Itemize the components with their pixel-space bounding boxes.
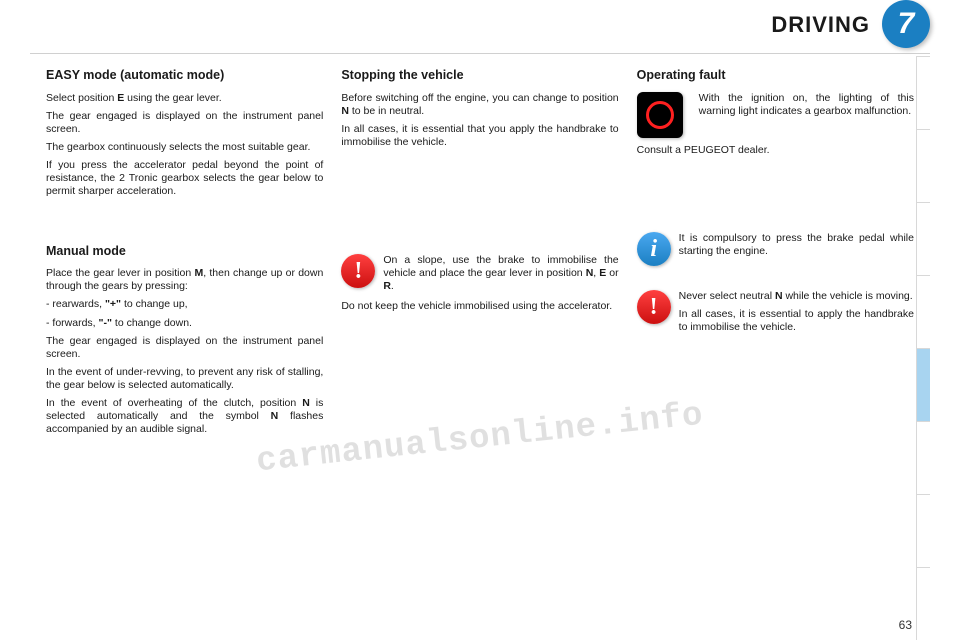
page-title: DRIVING [771, 12, 870, 38]
brake-info-row: i It is compulsory to press the brake pe… [637, 232, 914, 266]
manual-page: DRIVING 7 EASY mode (automatic mode) Sel… [30, 0, 930, 640]
stop-p1: Before switching off the engine, you can… [341, 92, 618, 118]
spacer [637, 162, 914, 232]
easy-p4: If you press the accelerator pedal beyon… [46, 159, 323, 198]
txt-bold: R [383, 280, 391, 292]
txt: or [606, 267, 618, 279]
chapter-badge: 7 [882, 0, 930, 48]
manual-p2: The gear engaged is displayed on the ins… [46, 335, 323, 361]
content-columns: EASY mode (automatic mode) Select positi… [30, 54, 930, 442]
manual-p4: In the event of overheating of the clutc… [46, 397, 323, 436]
txt: . [391, 280, 394, 292]
txt: Select position [46, 92, 117, 104]
manual-p3: In the event of under-revving, to preven… [46, 366, 323, 392]
exclamation-glyph: ! [354, 256, 362, 286]
exclamation-glyph: ! [650, 292, 658, 322]
column-middle: Stopping the vehicle Before switching of… [341, 68, 618, 442]
slope-p2: Do not keep the vehicle immobilised usin… [341, 300, 618, 313]
page-header: DRIVING 7 [30, 0, 930, 54]
txt: Place the gear lever in position [46, 267, 194, 279]
column-right: Operating fault With the ignition on, th… [637, 68, 914, 442]
fault-heading: Operating fault [637, 68, 914, 84]
txt-bold: M [194, 267, 203, 279]
tab-4[interactable] [916, 275, 930, 348]
txt: to change up, [121, 298, 188, 310]
txt-bold: "-" [99, 317, 112, 329]
gear-symbol [646, 101, 674, 129]
txt: Never select neutral [679, 290, 775, 302]
spacer [637, 272, 914, 290]
spacer [46, 204, 323, 244]
txt: rearwards, [52, 298, 105, 310]
txt: to change down. [112, 317, 192, 329]
spacer [341, 154, 618, 254]
manual-li2: forwards, "-" to change down. [46, 317, 323, 330]
tab-1[interactable] [916, 56, 930, 129]
txt: On a slope, use the brake to immobilise … [383, 254, 618, 279]
manual-list: rearwards, "+" to change up, forwards, "… [46, 298, 323, 329]
fault-warning-row: With the ignition on, the lighting of th… [637, 92, 914, 138]
txt-bold: N [341, 105, 349, 117]
stop-heading: Stopping the vehicle [341, 68, 618, 84]
slope-text: On a slope, use the brake to immobilise … [383, 254, 618, 293]
tab-5-active[interactable] [916, 348, 930, 421]
tab-8[interactable] [916, 567, 930, 640]
fault-text: With the ignition on, the lighting of th… [699, 92, 914, 118]
tab-6[interactable] [916, 421, 930, 494]
neutral-p1: Never select neutral N while the vehicle… [679, 290, 914, 303]
neutral-warning-row: ! Never select neutral N while the vehic… [637, 290, 914, 339]
brake-info-text: It is compulsory to press the brake peda… [679, 232, 914, 258]
neutral-p2: In all cases, it is essential to apply t… [679, 308, 914, 334]
page-number: 63 [899, 618, 912, 632]
txt-bold: N [775, 290, 783, 302]
txt: forwards, [52, 317, 98, 329]
txt: while the vehicle is moving. [783, 290, 913, 302]
easy-p3: The gearbox continuously selects the mos… [46, 141, 323, 154]
txt: Before switching off the engine, you can… [341, 92, 618, 104]
tab-7[interactable] [916, 494, 930, 567]
info-glyph: i [650, 234, 657, 264]
manual-heading: Manual mode [46, 244, 323, 260]
fault-consult: Consult a PEUGEOT dealer. [637, 144, 914, 157]
gear-warning-icon [637, 92, 683, 138]
manual-p1: Place the gear lever in position M, then… [46, 267, 323, 293]
slope-warning-row: ! On a slope, use the brake to immobilis… [341, 254, 618, 293]
txt: In the event of overheating of the clutc… [46, 397, 302, 409]
txt: using the gear lever. [124, 92, 221, 104]
neutral-text: Never select neutral N while the vehicle… [679, 290, 914, 339]
tab-2[interactable] [916, 129, 930, 202]
info-icon: i [637, 232, 671, 266]
side-tabs [916, 56, 930, 640]
column-left: EASY mode (automatic mode) Select positi… [46, 68, 323, 442]
tab-3[interactable] [916, 202, 930, 275]
exclamation-icon: ! [637, 290, 671, 324]
stop-p2: In all cases, it is essential that you a… [341, 123, 618, 149]
txt-bold: N [302, 397, 310, 409]
txt: to be in neutral. [349, 105, 424, 117]
easy-p1: Select position E using the gear lever. [46, 92, 323, 105]
manual-li1: rearwards, "+" to change up, [46, 298, 323, 311]
txt-bold: "+" [105, 298, 121, 310]
easy-heading: EASY mode (automatic mode) [46, 68, 323, 84]
exclamation-icon: ! [341, 254, 375, 288]
easy-p2: The gear engaged is displayed on the ins… [46, 110, 323, 136]
